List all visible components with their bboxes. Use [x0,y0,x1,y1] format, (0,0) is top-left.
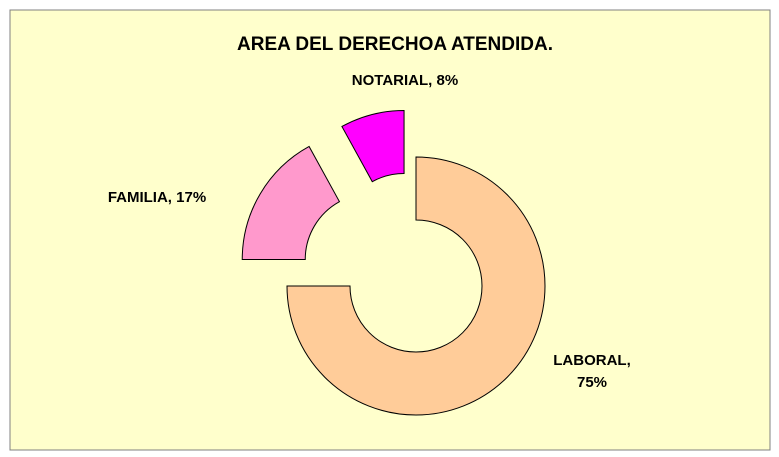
data-label: NOTARIAL, 8% [351,72,459,89]
data-label: LABORAL, 75% [553,352,631,391]
data-label: FAMILIA, 17% [107,189,207,206]
donut-slice [286,156,546,416]
chart-title: AREA DEL DERECHOA ATENDIDA. [237,34,553,55]
donut-slice [241,145,341,261]
donut-slice [341,110,405,183]
